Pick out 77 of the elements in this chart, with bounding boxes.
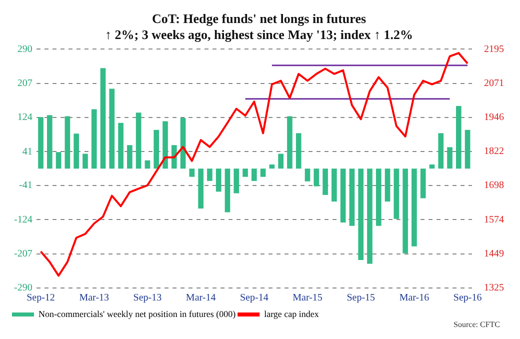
bar bbox=[420, 168, 426, 198]
bar bbox=[349, 168, 355, 226]
chart-subtitle: ↑ 2%; 3 weeks ago, highest since May '13; index ↑ 1.2% bbox=[104, 26, 414, 42]
bar bbox=[91, 109, 97, 169]
y2-tick-label: 1449 bbox=[484, 248, 504, 260]
bar bbox=[438, 133, 444, 169]
bar bbox=[260, 168, 266, 177]
bar bbox=[304, 168, 310, 182]
x-tick-label: Sep-15 bbox=[346, 292, 376, 304]
y2-tick-label: 1946 bbox=[484, 112, 504, 124]
source-note: Source: CFTC bbox=[454, 320, 500, 330]
bar bbox=[464, 130, 470, 169]
bar bbox=[127, 145, 132, 169]
y-tick-label: -124 bbox=[14, 214, 32, 226]
bar bbox=[242, 168, 248, 177]
y-tick-label: -290 bbox=[14, 282, 32, 294]
bar bbox=[38, 117, 44, 169]
x-tick-label: Sep-14 bbox=[240, 292, 268, 304]
y2-tick-label: 2195 bbox=[484, 44, 504, 55]
bar bbox=[332, 168, 337, 202]
y-tick-label: 124 bbox=[17, 112, 32, 124]
bar bbox=[56, 152, 62, 169]
x-tick-label: Sep-13 bbox=[133, 292, 162, 304]
bar bbox=[322, 168, 328, 195]
bar bbox=[412, 168, 417, 246]
bar bbox=[74, 134, 80, 169]
bar bbox=[198, 168, 204, 209]
bar bbox=[82, 154, 88, 169]
y-tick-label: -207 bbox=[14, 248, 32, 260]
bar bbox=[447, 147, 452, 169]
bar bbox=[118, 122, 124, 169]
x-tick-label: Mar-14 bbox=[186, 292, 216, 304]
x-tick-label: Mar-13 bbox=[79, 292, 110, 304]
y-tick-label: 290 bbox=[17, 44, 32, 55]
bar bbox=[367, 168, 372, 264]
bar bbox=[64, 116, 70, 169]
bar bbox=[216, 168, 222, 192]
x-tick-label: Mar-15 bbox=[292, 292, 322, 304]
bar bbox=[278, 154, 284, 169]
bar bbox=[340, 168, 346, 223]
bar bbox=[456, 106, 462, 169]
bar bbox=[189, 168, 195, 177]
bar bbox=[394, 168, 400, 219]
y2-tick-label: 1698 bbox=[484, 180, 504, 192]
y2-tick-label: 1325 bbox=[484, 282, 504, 294]
bar bbox=[402, 168, 408, 254]
x-tick-label: Sep-12 bbox=[26, 292, 55, 304]
chart-title: CoT: Hedge funds' net longs in futures bbox=[152, 11, 366, 26]
bar bbox=[358, 168, 364, 260]
bar bbox=[384, 168, 390, 202]
y2-tick-label: 1574 bbox=[484, 214, 504, 226]
bar bbox=[100, 68, 106, 169]
bar bbox=[224, 168, 230, 212]
x-tick-label: Mar-16 bbox=[399, 292, 430, 304]
y-tick-label: 207 bbox=[17, 78, 32, 89]
y2-tick-label: 1822 bbox=[484, 146, 504, 158]
bar bbox=[144, 160, 150, 169]
bar bbox=[252, 168, 257, 181]
bar bbox=[296, 133, 302, 169]
bar bbox=[207, 168, 212, 181]
bar bbox=[136, 112, 142, 169]
bar bbox=[109, 88, 115, 169]
y-tick-label: 41 bbox=[22, 146, 32, 158]
bar bbox=[162, 121, 168, 169]
legend-label: large cap index bbox=[264, 308, 320, 319]
y-tick-label: -41 bbox=[18, 180, 32, 192]
legend-label: Non-commercials' weekly net position in futures (000) bbox=[38, 308, 236, 319]
bar bbox=[234, 168, 240, 194]
bar bbox=[287, 116, 292, 169]
y2-tick-label: 2071 bbox=[484, 78, 504, 89]
bar bbox=[376, 168, 382, 226]
bar bbox=[314, 168, 320, 186]
bar bbox=[154, 130, 160, 169]
bar bbox=[269, 164, 275, 169]
bar bbox=[429, 164, 435, 169]
bar bbox=[47, 115, 52, 169]
x-tick-label: Sep-16 bbox=[453, 292, 482, 304]
